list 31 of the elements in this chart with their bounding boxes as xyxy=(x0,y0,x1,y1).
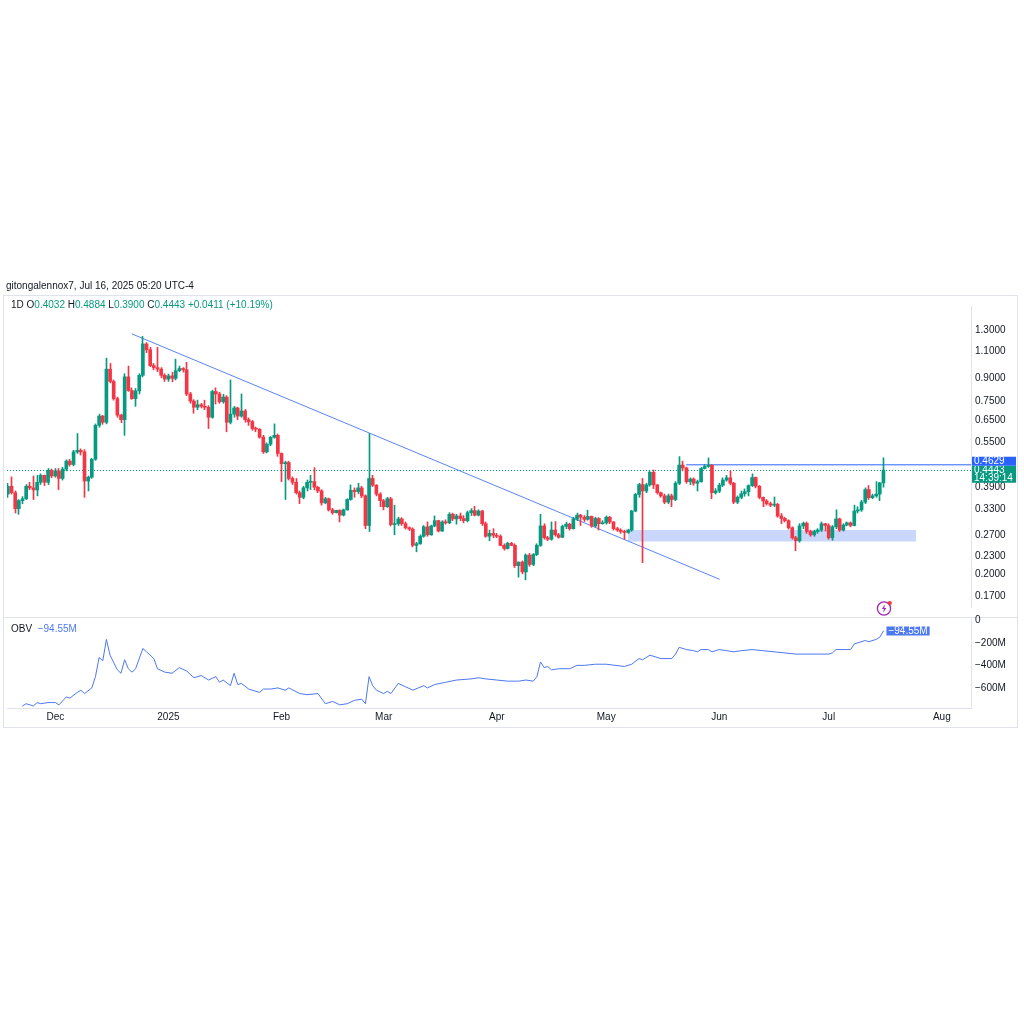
x-tick-label: 2025 xyxy=(157,710,180,722)
x-tick-label: Feb xyxy=(272,710,291,722)
chart-title: OBV xyxy=(11,623,33,634)
x-tick-label: Jun xyxy=(711,710,728,722)
text: 1D O0.4032 H0.4884 L0.3900 C0.4443 +0.0411 (+10.19%) xyxy=(11,299,273,310)
y-tick-label: 0.3300 xyxy=(975,502,1007,514)
y-tick-label: 0.2300 xyxy=(975,550,1007,561)
chart-title: gitongalennox7, Jul 16, 2025 05:20 UTC-4 xyxy=(6,280,194,292)
y-tick-label: −400M xyxy=(975,659,1006,671)
y-tick-label: 0.1700 xyxy=(975,589,1007,601)
y-tick-label: 0.3900 xyxy=(975,480,1007,492)
y-tick-label: −200M xyxy=(975,636,1006,648)
x-tick-label: Apr xyxy=(488,710,506,722)
data-label: −94.55M xyxy=(888,624,928,636)
y-tick-label: 0.7500 xyxy=(975,395,1007,407)
y-tick-label: 1.3000 xyxy=(975,323,1007,335)
y-tick-label: 1.1000 xyxy=(975,345,1007,357)
y-tick-label: 0 xyxy=(975,613,981,625)
x-tick-label: Aug xyxy=(932,710,951,722)
y-tick-label: 0.5500 xyxy=(975,436,1007,448)
data-label: 0.4629 xyxy=(974,454,1006,466)
y-tick-label: 0.6500 xyxy=(975,414,1007,426)
x-tick-label: Dec xyxy=(46,710,65,722)
chart-subtitle: −94.55M xyxy=(37,623,77,634)
y-tick-label: −600M xyxy=(975,681,1006,693)
y-tick-label: 0.2000 xyxy=(975,568,1007,580)
x-tick-label: May xyxy=(596,710,616,722)
y-tick-label: 0.9000 xyxy=(975,371,1007,383)
y-tick-label: 0.2700 xyxy=(975,529,1007,541)
x-tick-label: Mar xyxy=(375,710,393,722)
x-tick-label: Jul xyxy=(822,710,836,722)
